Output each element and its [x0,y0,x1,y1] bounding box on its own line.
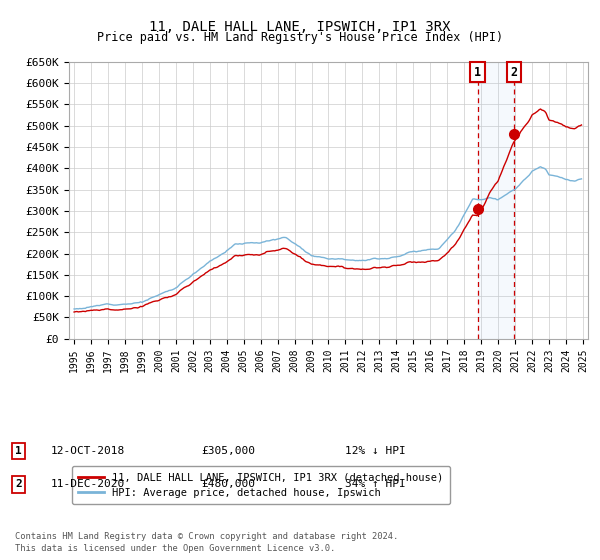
Legend: 11, DALE HALL LANE, IPSWICH, IP1 3RX (detached house), HPI: Average price, detac: 11, DALE HALL LANE, IPSWICH, IP1 3RX (de… [71,466,450,504]
Text: 1: 1 [15,446,22,456]
Text: 11, DALE HALL LANE, IPSWICH, IP1 3RX: 11, DALE HALL LANE, IPSWICH, IP1 3RX [149,20,451,34]
Text: £480,000: £480,000 [201,479,255,489]
Text: 12% ↓ HPI: 12% ↓ HPI [345,446,406,456]
Text: Price paid vs. HM Land Registry's House Price Index (HPI): Price paid vs. HM Land Registry's House … [97,31,503,44]
Text: 12-OCT-2018: 12-OCT-2018 [51,446,125,456]
Bar [478,62,514,339]
Text: 2: 2 [511,66,518,79]
Text: 34% ↑ HPI: 34% ↑ HPI [345,479,406,489]
Text: 11-DEC-2020: 11-DEC-2020 [51,479,125,489]
Text: 1: 1 [474,66,481,79]
Text: 2: 2 [15,479,22,489]
Text: £305,000: £305,000 [201,446,255,456]
Text: Contains HM Land Registry data © Crown copyright and database right 2024.
This d: Contains HM Land Registry data © Crown c… [15,532,398,553]
